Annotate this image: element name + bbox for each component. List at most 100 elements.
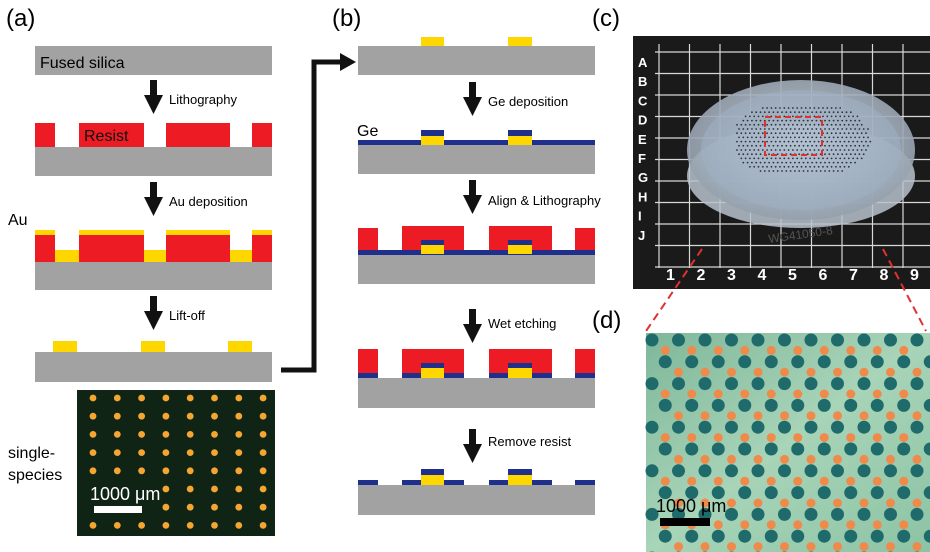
- wafer-dot: [787, 165, 790, 168]
- wafer-dot: [768, 128, 770, 130]
- wafer-dot: [811, 128, 813, 130]
- wafer-dot: [811, 170, 813, 172]
- wafer-dot: [746, 128, 749, 130]
- wafer-dot: [849, 111, 852, 114]
- wafer-dot: [835, 140, 837, 143]
- orange-dot: [899, 433, 909, 443]
- wafer-dot: [761, 132, 764, 135]
- wafer-dot: [744, 140, 747, 143]
- orange-dot: [872, 476, 882, 486]
- micro-dot: [211, 467, 218, 475]
- orange-dot: [886, 367, 895, 377]
- wafer-dot: [789, 161, 792, 164]
- wafer-dot: [768, 136, 770, 139]
- micro-dot: [259, 431, 267, 438]
- teal-dot: [725, 507, 738, 521]
- wafer-dot: [835, 165, 837, 168]
- wafer-dot: [856, 157, 859, 160]
- wafer-dot: [759, 111, 762, 114]
- wafer-dot: [841, 170, 844, 172]
- teal-dot: [910, 464, 924, 478]
- teal-dot: [870, 398, 884, 412]
- wafer-dot: [852, 123, 854, 126]
- orange-dot: [687, 476, 697, 486]
- wafer-dot: [819, 111, 822, 114]
- structure-resist-patterned: [35, 123, 272, 176]
- wafer-dot: [776, 144, 779, 147]
- wafer-dot: [772, 111, 775, 114]
- orange-dot: [700, 411, 710, 421]
- orange-dot: [833, 498, 842, 508]
- wafer-dot: [779, 149, 781, 151]
- teal-dot: [791, 442, 805, 456]
- wafer-dot: [781, 144, 783, 147]
- orange-dot: [753, 411, 763, 421]
- micrograph-d-scale-label: 1000 μm: [656, 496, 726, 516]
- wafer-dot: [779, 123, 781, 126]
- wafer-dot: [860, 149, 863, 151]
- wafer-dot: [854, 144, 856, 147]
- step-remove-resist-label: Remove resist: [488, 434, 571, 449]
- connector-arrow: [281, 53, 356, 373]
- orange-dot: [819, 476, 829, 486]
- au-label: Au: [8, 212, 28, 229]
- micro-dot: [186, 431, 194, 438]
- zoom-line-right: [882, 248, 927, 332]
- wafer-dot: [792, 157, 794, 160]
- wafer-dot: [835, 132, 837, 135]
- wafer-dot: [740, 123, 743, 126]
- teal-dot: [698, 333, 712, 347]
- wafer-dot: [781, 111, 783, 114]
- teal-dot: [857, 333, 871, 347]
- wafer-dot: [776, 111, 779, 114]
- wafer-dot: [809, 107, 811, 109]
- teal-dot: [685, 529, 699, 543]
- wafer-dot: [789, 128, 792, 130]
- wafer-dot: [865, 149, 867, 151]
- teal-dot: [672, 333, 685, 347]
- wafer-dot: [802, 136, 805, 139]
- wafer-dot: [839, 107, 842, 109]
- teal-dot: [764, 529, 778, 543]
- wafer-dot: [849, 161, 852, 164]
- teal-dot: [778, 464, 791, 478]
- wafer-dot: [776, 153, 779, 156]
- wafer-dot: [806, 128, 809, 130]
- wafer-dot: [837, 170, 839, 172]
- micro-dot: [162, 485, 170, 493]
- micro-dot: [186, 467, 194, 475]
- teal-dot: [923, 486, 930, 500]
- wafer-dot: [832, 119, 835, 122]
- wafer-dot: [749, 123, 751, 126]
- wafer-dot: [832, 153, 835, 156]
- wafer-dot: [845, 111, 848, 114]
- wafer-dot: [809, 123, 811, 126]
- orange-dot: [806, 498, 816, 508]
- wafer-dot: [835, 149, 837, 151]
- wafer-dot: [753, 165, 756, 168]
- wafer-dot: [815, 136, 818, 139]
- wafer-dot: [813, 123, 816, 126]
- wafer-dot: [785, 111, 788, 114]
- orange-dot: [886, 454, 895, 464]
- wafer-dot: [824, 136, 826, 139]
- wafer-dot: [804, 157, 807, 160]
- teal-dot: [844, 529, 858, 543]
- micro-dot: [113, 412, 121, 420]
- micro-dot: [138, 467, 146, 475]
- micro-dot: [211, 522, 218, 529]
- wafer-dot: [869, 140, 872, 143]
- wafer-dot: [770, 107, 773, 109]
- panel-label-c: (c): [592, 5, 620, 32]
- wafer-dot: [841, 111, 844, 114]
- orange-dot: [886, 498, 895, 508]
- wafer-dot: [770, 132, 773, 135]
- orange-dot: [766, 520, 776, 530]
- orange-dot: [727, 367, 736, 377]
- wafer-dot: [738, 136, 740, 139]
- wafer-dot: [867, 136, 869, 139]
- teal-dot: [658, 442, 672, 456]
- micro-dot: [186, 503, 194, 511]
- grid-col-number: 4: [758, 267, 767, 284]
- wafer-dot: [832, 144, 835, 147]
